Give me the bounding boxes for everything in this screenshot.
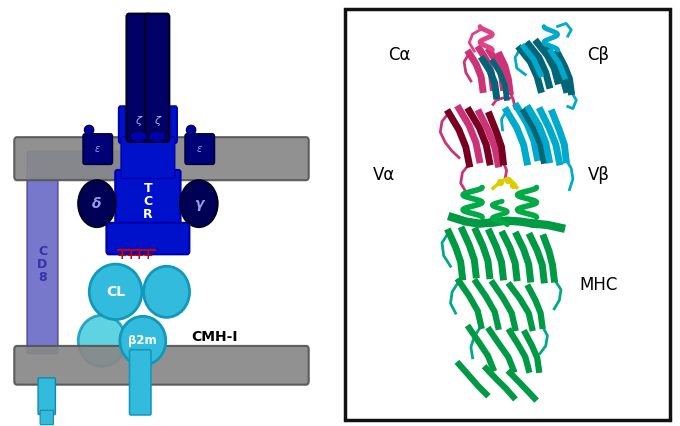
Circle shape [78,180,116,227]
Circle shape [180,180,218,227]
Text: Vβ: Vβ [588,166,609,184]
FancyBboxPatch shape [27,151,129,179]
Text: ζ: ζ [154,116,160,127]
Text: ζ: ζ [135,116,141,127]
Ellipse shape [89,264,142,320]
Text: Cα: Cα [388,46,411,64]
FancyBboxPatch shape [83,134,113,164]
FancyBboxPatch shape [129,350,151,415]
FancyBboxPatch shape [121,137,175,178]
FancyBboxPatch shape [126,14,151,142]
Text: δ: δ [92,197,101,210]
Text: CL: CL [106,285,125,299]
Text: +: + [117,249,128,262]
Text: ε: ε [95,144,100,154]
Text: γ: γ [194,197,203,210]
FancyBboxPatch shape [38,378,55,414]
Text: Cβ: Cβ [588,46,609,64]
Text: +: + [126,249,136,262]
FancyBboxPatch shape [27,173,58,354]
FancyBboxPatch shape [185,134,215,164]
Text: MHC: MHC [579,276,617,294]
FancyBboxPatch shape [40,410,53,425]
Point [494,179,505,186]
FancyBboxPatch shape [116,170,181,233]
Text: Vα: Vα [373,166,395,184]
Text: +: + [143,249,153,262]
FancyBboxPatch shape [118,106,177,143]
FancyBboxPatch shape [14,346,309,385]
Point [503,176,514,183]
Ellipse shape [143,266,190,317]
Text: β2m: β2m [129,334,157,347]
Point [508,181,519,188]
Ellipse shape [120,316,166,365]
Ellipse shape [186,125,196,135]
Ellipse shape [84,125,94,135]
Text: C
D
8: C D 8 [37,245,48,284]
FancyBboxPatch shape [107,223,189,254]
Ellipse shape [129,130,147,142]
FancyBboxPatch shape [14,137,309,180]
Ellipse shape [148,130,166,142]
Text: +: + [134,249,145,262]
Ellipse shape [78,315,126,366]
FancyBboxPatch shape [145,14,169,142]
Text: CMH-I: CMH-I [191,330,237,343]
Text: T
C
R: T C R [143,182,153,221]
Text: ε: ε [197,144,202,154]
